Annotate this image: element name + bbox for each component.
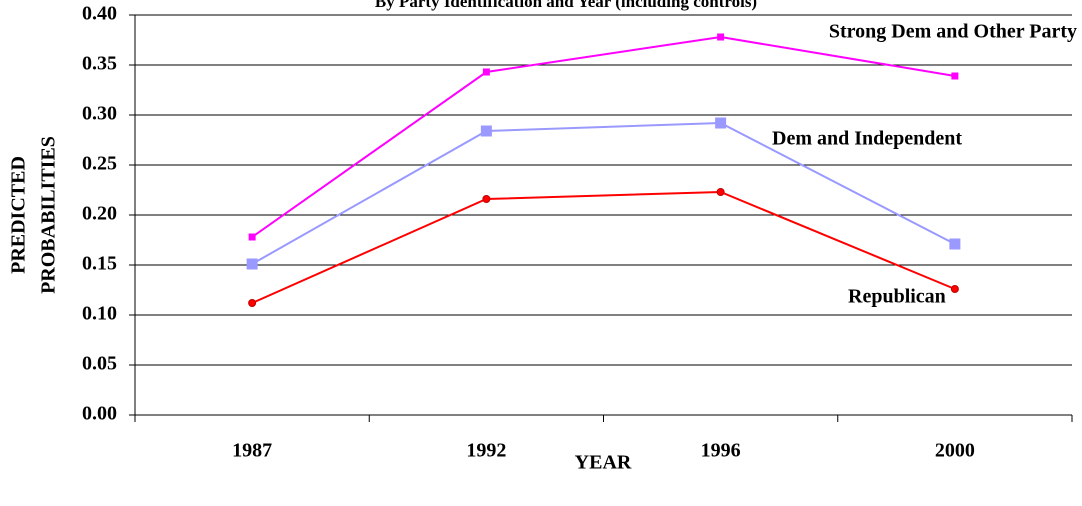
- y-tick-label: 0.40: [82, 3, 117, 25]
- y-axis-label: PROBABILITIES: [38, 136, 60, 294]
- x-tick-label: 1996: [701, 440, 741, 462]
- marker: [715, 117, 727, 129]
- x-tick-label: 1992: [466, 440, 506, 462]
- y-tick-label: 0.20: [82, 203, 117, 225]
- x-tick-label: 1987: [232, 440, 272, 462]
- y-tick-label: 0.35: [82, 53, 117, 75]
- x-axis-label: YEAR: [575, 452, 632, 474]
- y-tick-label: 0.10: [82, 303, 117, 325]
- marker: [949, 238, 961, 250]
- series-label: Strong Dem and Other Party: [829, 21, 1077, 43]
- series-line: [251, 190, 956, 304]
- marker: [482, 68, 490, 76]
- marker: [950, 285, 959, 293]
- chart-title: By Party Identification and Year (includ…: [375, 0, 757, 11]
- y-tick-label: 0.05: [82, 353, 117, 375]
- series-label: Dem and Independent: [772, 128, 962, 150]
- series-line: [251, 35, 956, 238]
- marker: [951, 72, 959, 80]
- marker: [246, 258, 258, 270]
- series-line: [251, 121, 956, 265]
- marker: [716, 188, 725, 196]
- y-tick-label: 0.15: [82, 253, 117, 275]
- series-label: Republican: [848, 286, 946, 308]
- marker: [248, 233, 256, 241]
- y-tick-label: 0.25: [82, 153, 117, 175]
- x-tick-label: 2000: [935, 440, 975, 462]
- marker: [480, 125, 492, 137]
- y-tick-label: 0.00: [82, 403, 117, 425]
- marker: [482, 195, 491, 203]
- marker: [717, 33, 725, 41]
- y-axis-label: PREDICTED: [8, 156, 30, 274]
- marker: [248, 299, 257, 307]
- y-tick-label: 0.30: [82, 103, 117, 125]
